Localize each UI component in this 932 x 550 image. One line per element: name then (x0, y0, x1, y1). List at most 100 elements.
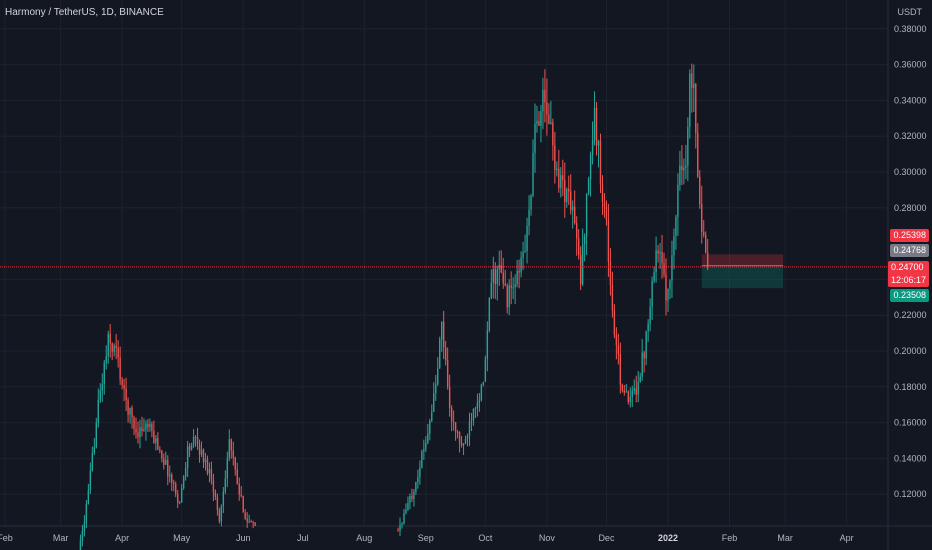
stop-loss-zone (701, 254, 784, 266)
candle-body (87, 490, 90, 504)
candle-body (659, 251, 661, 254)
candle-body (552, 122, 554, 146)
x-tick-label: Nov (539, 533, 556, 543)
candle-body (703, 232, 705, 235)
x-tick-label: Aug (356, 533, 372, 543)
candle-body (151, 423, 153, 431)
candle-body (697, 132, 699, 177)
candle-body (570, 191, 572, 211)
candle-body (135, 428, 137, 433)
candle-body (546, 102, 548, 115)
candle-body (192, 437, 195, 445)
candle-body (419, 467, 421, 478)
candle-body (188, 446, 191, 450)
x-tick-label: May (173, 533, 191, 543)
candle-body (671, 255, 673, 281)
candle-body (454, 422, 457, 432)
candle-body (496, 269, 498, 284)
candle-body (575, 223, 578, 239)
candle-body (615, 334, 618, 345)
candle-body (516, 270, 518, 285)
y-tick-label: 0.18000 (894, 382, 927, 392)
y-tick-label: 0.30000 (894, 167, 927, 177)
candle-body (558, 168, 560, 188)
candle-body (472, 408, 475, 421)
candle-body (583, 236, 586, 245)
x-tick-label: Feb (722, 533, 738, 543)
candle-body (79, 540, 82, 550)
candle-body (657, 250, 659, 254)
candle-body (478, 400, 481, 403)
candle-body (407, 502, 409, 510)
candle-body (182, 476, 185, 489)
candle-body (613, 310, 616, 335)
candle-body (643, 352, 645, 359)
candle-body (111, 343, 113, 352)
candle-body (202, 449, 205, 463)
candle-body (603, 201, 606, 208)
candle-body (573, 206, 576, 224)
candle-body (466, 435, 469, 439)
candle-body (500, 264, 502, 273)
x-tick-label: 2022 (658, 533, 678, 543)
candle-body (587, 179, 590, 194)
candle-body (685, 165, 687, 168)
candle-body (468, 421, 471, 436)
candle-body (502, 272, 504, 284)
candle-body (163, 458, 165, 465)
candle-body (562, 175, 564, 181)
symbol-title[interactable]: Harmony / TetherUS, 1D, BINANCE (5, 7, 164, 18)
candle-body (433, 393, 435, 412)
candle-body (687, 127, 689, 166)
candle-body (607, 219, 610, 262)
y-tick-label: 0.36000 (894, 60, 927, 70)
candle-body (474, 408, 477, 410)
candle-body (572, 206, 574, 211)
current-price-badge: 0.24700 12:06:17 (887, 261, 929, 287)
candle-body (512, 287, 514, 289)
candle-body (689, 73, 691, 128)
candle-body (91, 453, 94, 471)
candle-body (200, 449, 203, 455)
candle-body (605, 207, 608, 220)
candle-body (439, 339, 441, 369)
candle-body (240, 494, 242, 496)
candle-body (250, 521, 252, 523)
time-axis[interactable]: Feb Mar Apr May Jun Jul Aug Sep Oct Nov Dec 2022 Feb… (0, 533, 854, 543)
candle-body (194, 437, 197, 439)
candle-body (540, 111, 542, 126)
candle-body (490, 282, 493, 298)
candle-body (681, 165, 683, 171)
candle-body (677, 184, 679, 217)
candle-body (216, 496, 219, 510)
x-tick-label: Dec (598, 533, 615, 543)
candle-body (550, 122, 552, 124)
y-tick-label: 0.28000 (894, 203, 927, 213)
candle-body (161, 450, 163, 459)
candle-body (492, 269, 495, 283)
candle-body (429, 420, 431, 434)
candle-body (548, 114, 550, 124)
candle-body (470, 420, 473, 422)
candle-body (669, 280, 671, 289)
candle-body (464, 438, 467, 444)
candle-body (522, 252, 524, 258)
candle-body (585, 193, 588, 237)
candle-body (248, 521, 250, 523)
candle-body (399, 524, 401, 532)
short-position-tool[interactable] (701, 254, 784, 289)
candle-body (123, 385, 125, 389)
x-tick-label: Apr (840, 533, 854, 543)
candle-body (695, 83, 697, 133)
candle-body (524, 251, 526, 253)
candle-body (169, 474, 171, 477)
candle-body (246, 518, 248, 522)
candle-body (597, 140, 600, 146)
candle-body (699, 176, 701, 205)
candle-body (234, 457, 236, 470)
candle-body (593, 107, 596, 141)
x-tick-label: Apr (115, 533, 129, 543)
candle-body (663, 263, 665, 275)
